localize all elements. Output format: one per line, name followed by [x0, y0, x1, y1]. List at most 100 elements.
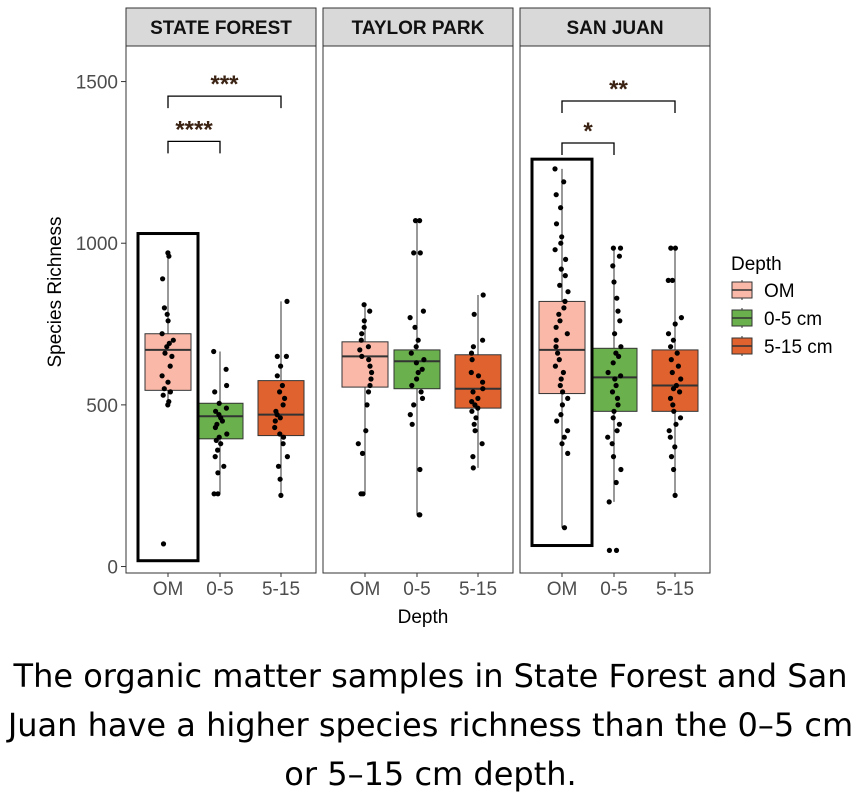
data-point: [470, 465, 476, 471]
data-point: [368, 376, 374, 382]
data-point: [165, 318, 171, 324]
x-tick-label: 5-15: [656, 579, 694, 600]
data-point: [475, 405, 481, 411]
x-tick-label: 5-15: [262, 579, 300, 600]
data-point: [274, 353, 280, 359]
data-point: [411, 402, 417, 408]
data-point: [616, 421, 623, 427]
facet-label: SAN JUAN: [566, 18, 663, 39]
data-point: [274, 373, 280, 379]
data-point: [166, 253, 172, 259]
data-point: [617, 245, 624, 251]
data-point: [565, 395, 571, 401]
y-tick-label: 500: [86, 396, 118, 417]
data-point: [475, 395, 481, 401]
data-point: [213, 437, 219, 443]
x-tick-label: 0-5: [403, 579, 430, 600]
data-point: [613, 382, 619, 389]
data-point: [552, 363, 559, 369]
data-point: [555, 350, 561, 356]
y-tick-label: 1500: [76, 73, 118, 94]
data-point: [278, 363, 284, 369]
data-point: [421, 357, 427, 363]
data-point: [215, 447, 221, 453]
data-point: [472, 428, 478, 434]
box: [257, 380, 305, 437]
data-point: [160, 541, 167, 547]
data-point: [277, 431, 283, 437]
data-point: [480, 379, 486, 385]
data-point: [677, 389, 683, 395]
data-point: [609, 441, 615, 447]
data-point: [675, 363, 682, 369]
x-tick-label: OM: [547, 579, 578, 600]
data-point: [552, 247, 558, 253]
data-point: [272, 424, 278, 431]
data-point: [361, 302, 367, 308]
significance-label: **: [609, 76, 628, 103]
data-point: [167, 389, 173, 395]
data-point: [616, 253, 623, 259]
data-point: [563, 256, 569, 262]
significance-label: ****: [175, 116, 213, 143]
data-point: [213, 408, 219, 414]
data-point: [561, 179, 567, 185]
data-point: [557, 318, 563, 324]
data-point: [678, 376, 684, 382]
data-point: [670, 337, 677, 343]
data-point: [165, 379, 171, 385]
data-point: [359, 331, 365, 337]
data-point: [413, 360, 419, 366]
x-tick-label: 0-5: [600, 579, 627, 600]
data-point: [612, 331, 618, 337]
data-point: [561, 525, 568, 531]
data-point: [367, 382, 373, 389]
data-point: [559, 402, 566, 408]
data-point: [471, 421, 477, 427]
data-point: [416, 512, 422, 518]
data-point: [480, 292, 486, 298]
data-point: [361, 324, 367, 330]
data-point: [562, 273, 568, 279]
box: [651, 349, 699, 412]
data-point: [480, 386, 486, 392]
data-point: [284, 298, 290, 304]
data-point: [357, 347, 363, 353]
data-point: [667, 395, 674, 401]
data-point: [669, 369, 675, 376]
data-point: [665, 277, 671, 283]
data-point: [408, 350, 414, 356]
data-point: [668, 344, 674, 350]
data-point: [358, 337, 364, 343]
data-point: [215, 491, 221, 497]
data-point: [212, 389, 218, 395]
data-point: [161, 305, 167, 311]
x-tick-label: 0-5: [206, 579, 233, 600]
data-point: [614, 295, 620, 301]
data-point: [468, 350, 475, 356]
data-point: [283, 353, 289, 359]
data-point: [219, 418, 225, 424]
data-point: [665, 331, 672, 337]
significance-bracket: [561, 100, 676, 113]
data-point: [361, 318, 367, 324]
data-point: [605, 434, 611, 440]
data-point: [564, 331, 570, 337]
panel-border: [125, 45, 317, 574]
data-point: [611, 279, 617, 285]
data-point: [617, 318, 623, 324]
data-point: [618, 344, 624, 350]
data-point: [413, 344, 419, 350]
data-point: [565, 428, 571, 434]
data-point: [365, 389, 372, 395]
data-point: [475, 373, 482, 379]
data-point: [610, 245, 617, 251]
data-point: [613, 547, 620, 554]
data-point: [355, 441, 361, 447]
data-point: [473, 415, 479, 421]
data-point: [673, 421, 679, 427]
data-point: [666, 428, 672, 434]
data-point: [678, 315, 685, 321]
data-point: [553, 324, 559, 330]
box: [341, 341, 389, 388]
